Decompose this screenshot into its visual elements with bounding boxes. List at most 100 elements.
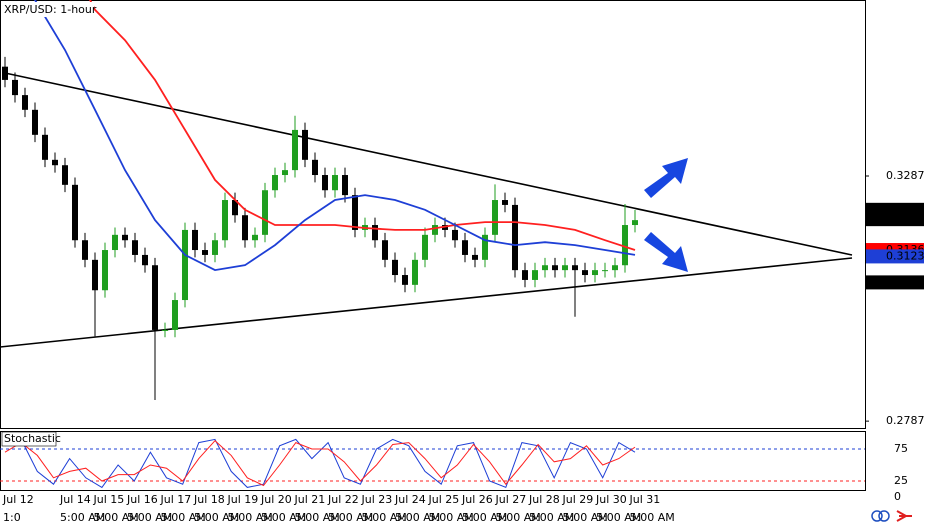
candle-body [592, 270, 598, 276]
candle-body [432, 225, 438, 235]
candle-body [542, 265, 548, 271]
x-date-label: Jul 28 [528, 493, 560, 506]
candle-body [162, 329, 168, 331]
candle-body [382, 240, 388, 260]
price-marker-label: 0.3199 [886, 212, 925, 225]
lower-trendline [0, 257, 853, 348]
candle-body [512, 204, 518, 271]
candle-body [352, 195, 358, 230]
x-time-label: 5:00 AM [94, 511, 139, 524]
candle-body [282, 170, 288, 176]
candle-body [602, 270, 608, 272]
candle-body [312, 159, 318, 176]
shift-icon[interactable] [896, 510, 912, 522]
candle-body [122, 234, 128, 241]
candle-body [372, 225, 378, 241]
candle-body [82, 240, 88, 260]
price-plot [0, 0, 853, 401]
x-date-label: Jul 25 [428, 493, 460, 506]
x-time-label: 5:00 AM [596, 511, 641, 524]
candle-body [172, 300, 178, 330]
candle-body [422, 234, 428, 260]
candle-body [292, 129, 298, 171]
stochastic-plot [0, 438, 865, 489]
x-date-label: Jul 31 [629, 493, 661, 506]
x-time-label: 5:00 AM [362, 511, 407, 524]
candle-body [532, 270, 538, 280]
up-arrow [644, 158, 688, 198]
candle-body [632, 220, 638, 226]
y-tick-label: 0.3287 [886, 169, 925, 182]
candle-body [492, 200, 498, 235]
candle-body [582, 270, 588, 276]
candle-body [252, 234, 258, 241]
candle-body [572, 265, 578, 271]
x-time-label: 5:00 AM [328, 511, 373, 524]
candle-body [52, 159, 58, 166]
x-date-label: Jul 27 [495, 493, 527, 506]
candle-body [12, 79, 18, 96]
candle-body [22, 95, 28, 110]
candle-body [392, 259, 398, 276]
candle-body [92, 259, 98, 291]
x-time-label: 5:00 AM [462, 511, 507, 524]
indicator-title: Stochastic [4, 432, 61, 445]
chart-title: XRP/USD: 1-hour [4, 3, 97, 16]
candle-body [332, 175, 338, 191]
moving-average [33, 0, 636, 272]
candle-body [262, 190, 268, 235]
stochastic-line [4, 438, 636, 489]
moving-average [89, 0, 636, 251]
upper-trendline [4, 72, 853, 256]
x-date-label: Jul 14 [59, 493, 91, 506]
x-date-label: Jul 19 [227, 493, 259, 506]
candle-body [102, 250, 108, 291]
x-time-label: 5:00 AM [496, 511, 541, 524]
candle-body [412, 259, 418, 285]
candle-body [182, 229, 188, 301]
candle-body [2, 66, 8, 80]
price-marker [866, 212, 924, 227]
indicator-title-bg [1, 431, 57, 447]
x-time-label: 5:00 AM [429, 511, 474, 524]
x-time-label: 5:00 AM [395, 511, 440, 524]
y-tick-label: 0.2787 [886, 414, 925, 427]
x-time-label: 5:00 AM [161, 511, 206, 524]
candle-body [222, 200, 228, 241]
candle-body [62, 165, 68, 185]
x-date-label: Jul 16 [126, 493, 158, 506]
price-marker-label: 0.3123 [886, 249, 925, 262]
x-date-label: Jul 21 [294, 493, 326, 506]
y2-tick-label: 75 [894, 442, 908, 455]
candle-body [212, 240, 218, 255]
candle-body [152, 265, 158, 330]
x-time-label: 5:00 AM [295, 511, 340, 524]
x-date-label: Jul 26 [461, 493, 493, 506]
y2-tick-label: 0 [894, 490, 901, 503]
price-marker [866, 275, 924, 290]
candle-body [342, 175, 348, 196]
link-icon[interactable] [871, 510, 883, 522]
x-time-label: 5:00 AM [228, 511, 273, 524]
candle-body [112, 234, 118, 251]
price-marker [866, 249, 924, 264]
indicator-panel [0, 431, 866, 491]
candle-body [242, 215, 248, 241]
x-time-label: 5:00 AM [563, 511, 608, 524]
candle-body [42, 134, 48, 160]
candle-body [272, 175, 278, 191]
x-time-label: 5:00 AM [127, 511, 172, 524]
candle-body [462, 240, 468, 255]
toolbar-icons[interactable] [871, 510, 912, 522]
candle-body [472, 254, 478, 260]
candle-body [482, 234, 488, 260]
candle-body [72, 184, 78, 241]
candle-body [192, 229, 198, 251]
x-date-label: Jul 23 [361, 493, 393, 506]
link-icon[interactable] [878, 510, 890, 522]
x-date-label: Jul 24 [394, 493, 426, 506]
x-time-label: 5:00 AM [261, 511, 306, 524]
price-marker-label: 0.3070 [886, 275, 925, 288]
x-date-label: Jul 12 [2, 493, 34, 506]
